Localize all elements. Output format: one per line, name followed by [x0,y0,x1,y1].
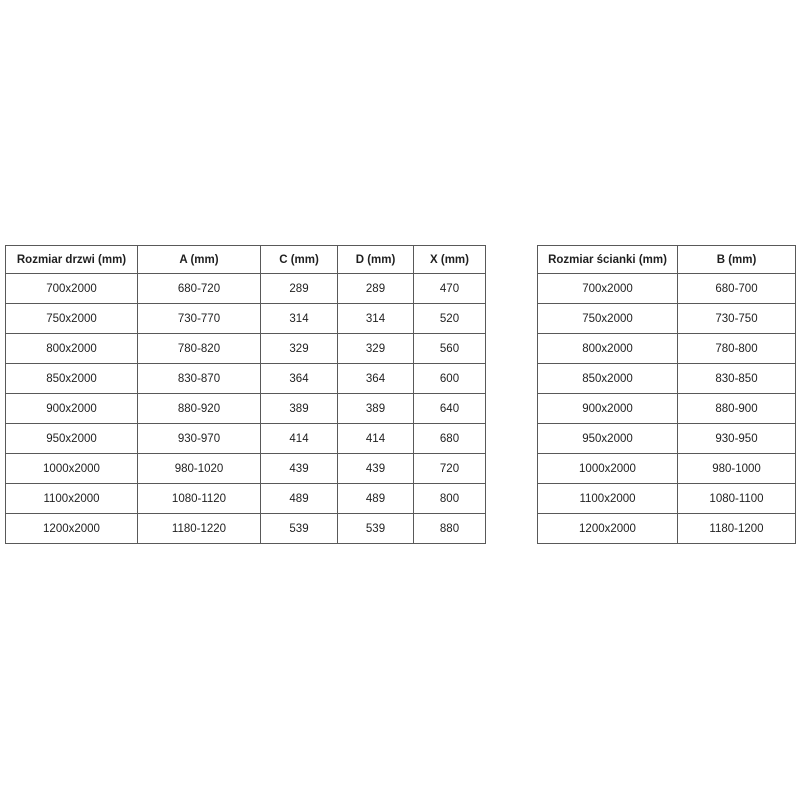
column-header: Rozmiar drzwi (mm) [5,245,138,274]
table-cell: 329 [337,333,414,364]
table-cell: 439 [337,453,414,484]
table-row: 800x2000 780-800 [537,333,796,364]
table-cell: 980-1020 [137,453,261,484]
table-cell: 900x2000 [5,393,138,424]
table-cell: 289 [337,273,414,304]
table-cell: 980-1000 [677,453,796,484]
table-cell: 750x2000 [537,303,678,334]
table-cell: 1000x2000 [537,453,678,484]
table-cell: 800 [413,483,486,514]
table-cell: 1200x2000 [537,513,678,544]
table-cell: 1180-1200 [677,513,796,544]
table-cell: 329 [260,333,338,364]
table-row: 1200x2000 1180-1220 539 539 880 [5,513,486,544]
table-cell: 414 [337,423,414,454]
table-cell: 1180-1220 [137,513,261,544]
column-header: C (mm) [260,245,338,274]
table-cell: 830-850 [677,363,796,394]
table-cell: 680 [413,423,486,454]
column-header: B (mm) [677,245,796,274]
table-row: 850x2000 830-870 364 364 600 [5,363,486,394]
table-cell: 539 [260,513,338,544]
table-cell: 314 [260,303,338,334]
table-row: 1200x2000 1180-1200 [537,513,796,544]
table-cell: 780-820 [137,333,261,364]
table-cell: 700x2000 [537,273,678,304]
table-cell: 950x2000 [537,423,678,454]
table-cell: 680-720 [137,273,261,304]
table-cell: 640 [413,393,486,424]
table-row: 1000x2000 980-1020 439 439 720 [5,453,486,484]
table-cell: 1080-1100 [677,483,796,514]
table-cell: 289 [260,273,338,304]
table-row: 850x2000 830-850 [537,363,796,394]
table-cell: 830-870 [137,363,261,394]
table-cell: 414 [260,423,338,454]
table-cell: 950x2000 [5,423,138,454]
table-cell: 930-970 [137,423,261,454]
table-cell: 439 [260,453,338,484]
table-row: 700x2000 680-700 [537,273,796,304]
table-row: 800x2000 780-820 329 329 560 [5,333,486,364]
table-cell: 750x2000 [5,303,138,334]
table-cell: 1100x2000 [5,483,138,514]
table-row: 700x2000 680-720 289 289 470 [5,273,486,304]
table-cell: 364 [260,363,338,394]
table-cell: 389 [260,393,338,424]
column-header: A (mm) [137,245,261,274]
table-cell: 364 [337,363,414,394]
table-cell: 720 [413,453,486,484]
table-row: 900x2000 880-920 389 389 640 [5,393,486,424]
table-cell: 489 [337,483,414,514]
table-cell: 489 [260,483,338,514]
table-cell: 470 [413,273,486,304]
table-cell: 1000x2000 [5,453,138,484]
table-cell: 314 [337,303,414,334]
column-header: D (mm) [337,245,414,274]
table-cell: 1200x2000 [5,513,138,544]
table-header-row: Rozmiar drzwi (mm) A (mm) C (mm) D (mm) X (m… [5,245,486,274]
table-row: 950x2000 930-950 [537,423,796,454]
table-cell: 389 [337,393,414,424]
table-cell: 520 [413,303,486,334]
table-row: 750x2000 730-770 314 314 520 [5,303,486,334]
table-cell: 700x2000 [5,273,138,304]
table-cell: 880 [413,513,486,544]
table-row: 1000x2000 980-1000 [537,453,796,484]
table-cell: 600 [413,363,486,394]
table-header-row: Rozmiar ścianki (mm) B (mm) [537,245,796,274]
table-cell: 800x2000 [537,333,678,364]
door-sizes-table: Rozmiar drzwi (mm) A (mm) C (mm) D (mm) X (m… [5,245,486,544]
table-cell: 800x2000 [5,333,138,364]
table-cell: 780-800 [677,333,796,364]
table-row: 900x2000 880-900 [537,393,796,424]
table-cell: 680-700 [677,273,796,304]
table-cell: 850x2000 [5,363,138,394]
table-cell: 930-950 [677,423,796,454]
table-row: 750x2000 730-750 [537,303,796,334]
wall-sizes-table: Rozmiar ścianki (mm) B (mm) 700x2000 680-7… [537,245,796,544]
table-cell: 730-770 [137,303,261,334]
table-cell: 880-900 [677,393,796,424]
table-row: 950x2000 930-970 414 414 680 [5,423,486,454]
table-cell: 1080-1120 [137,483,261,514]
table-cell: 850x2000 [537,363,678,394]
table-cell: 880-920 [137,393,261,424]
table-cell: 539 [337,513,414,544]
table-row: 1100x2000 1080-1100 [537,483,796,514]
table-cell: 1100x2000 [537,483,678,514]
table-row: 1100x2000 1080-1120 489 489 800 [5,483,486,514]
column-header: X (mm) [413,245,486,274]
table-cell: 560 [413,333,486,364]
column-header: Rozmiar ścianki (mm) [537,245,678,274]
table-cell: 730-750 [677,303,796,334]
table-cell: 900x2000 [537,393,678,424]
